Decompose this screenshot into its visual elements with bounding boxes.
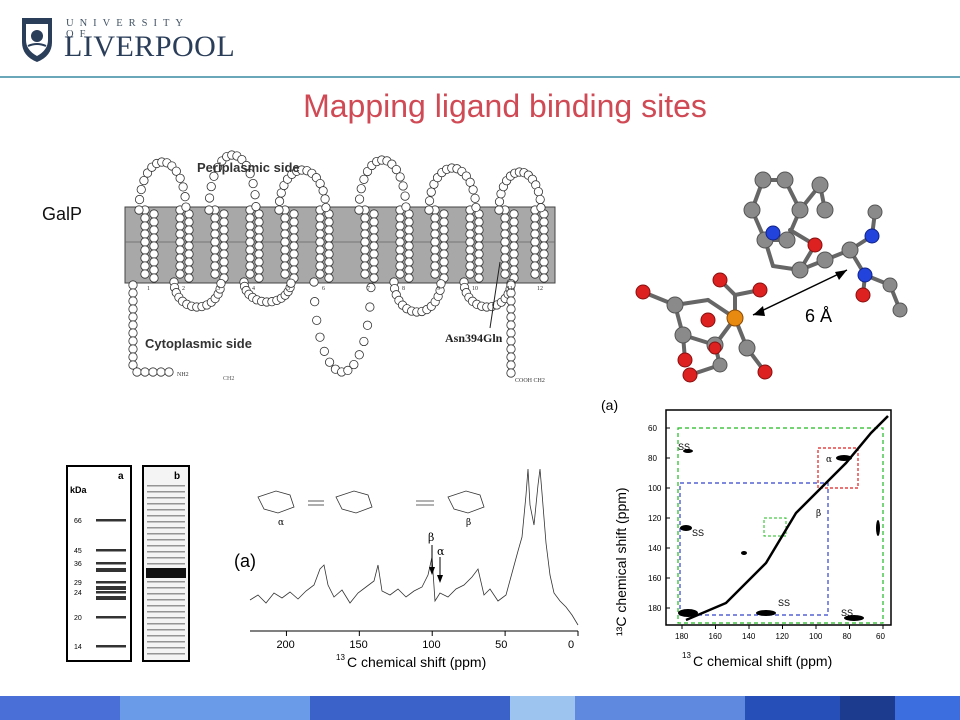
helix-number: 6 [322,286,325,292]
university-logo: UNIVERSITY OF LIVERPOOL [18,12,235,68]
footer-segment [840,696,895,720]
logo-liverpool: LIVERPOOL [64,30,236,63]
logo-university-of: UNIVERSITY OF [66,18,189,40]
nmr2d-ylabel: ¹³C chemical shift (ppm) [613,487,629,636]
nmr2d-xtick-label: 100 [809,632,823,641]
helix-number: 8 [402,286,405,292]
spectrum-trace [249,468,579,626]
helix-number: 5 [287,286,290,292]
distance-arrow [752,269,848,316]
nmr2d-ytick-label: 80 [648,454,657,463]
helix-number: 12 [537,286,543,292]
anomer-structures [257,490,485,514]
nmr2d-ytick-label: 160 [648,574,662,583]
nmr2d-ytick-label: 100 [648,484,662,493]
helix-number: 10 [472,286,478,292]
alpha-peak-label: α [437,545,445,558]
nmr2d-xtick-label: 160 [709,632,723,641]
blue-box [679,482,829,616]
gel-marker-label: 29 [74,580,82,587]
cytoplasmic-label: Cytoplasmic side [145,336,252,351]
crest-icon [22,18,52,62]
helix-number: 1 [147,286,150,292]
galp-label: GalP [42,204,83,224]
nmr1d-tick-label: 200 [276,639,294,651]
phosphorus-atom [726,309,744,327]
nh2-label: NH2 [177,372,189,378]
nmr2d-xtick-label: 120 [776,632,790,641]
nmr2d-beta-label: β [816,509,821,519]
ch2-label: CH2 [223,376,234,382]
gel-marker-label: 45 [74,548,82,555]
mutation-pointer [489,261,501,329]
gel-marker-label: 66 [74,518,82,525]
diagonal-peaks [685,415,889,622]
footer-segment [310,696,510,720]
nmr2d-xlabel: C chemical shift (ppm) [693,653,832,669]
nmr1d-panel-label: (a) [234,551,256,571]
gel-image: kDa a b 66 45 36 29 24 20 14 [66,465,190,662]
nmr1d-xlabel-sup: 13 [336,653,345,662]
gel-marker-label: 14 [74,644,82,651]
anomer-alpha: α [278,518,284,528]
beta-peak-label: β [428,531,434,544]
topology-diagram: Periplasmic side Cytoplasmic side Asn394… [124,150,556,384]
helix-number: 11 [507,286,513,292]
nmr2d-panel-label: (a) [601,397,618,413]
nmr2d-xtick-label: 140 [742,632,756,641]
nmr2d-xtick-label: 80 [843,632,852,641]
slide-title: Mapping ligand binding sites [303,88,707,124]
nmr1d-tick-label: 100 [422,639,440,651]
footer-segment [745,696,840,720]
gel-marker-label: 24 [74,590,82,597]
ss-label-3: SS [778,598,790,608]
gel-marker-label: 20 [74,615,82,622]
molecule-diagram: 6 Å [635,171,908,383]
green-box-small [763,517,787,537]
anomer-beta: β [466,518,471,528]
nmr1d-xlabel: C chemical shift (ppm) [347,654,486,670]
nmr2d-alpha-label: α [826,455,832,465]
helix-number: 9 [437,286,440,292]
ss-label-2: SS [692,528,704,538]
gel-lane-b: b [174,471,180,482]
helix-number: 4 [252,286,255,292]
nmr2d-ytick-label: 180 [648,604,662,613]
nmr-1d-spectrum: α β (a) β α 200 150 100 50 0 13 C chemical s… [234,468,579,670]
gel-unit: kDa [70,485,88,495]
footer-segment [510,696,575,720]
footer-segment [895,696,960,720]
footer-segment [120,696,310,720]
nmr2d-ytick-label: 140 [648,544,662,553]
helix-number: 7 [367,286,370,292]
cooh-label: COOH CH2 [515,378,545,384]
gel-marker-label: 36 [74,561,82,568]
ss-label-4: SS [841,608,853,618]
green-box-outer [677,427,884,624]
ss-label-1: SS [678,442,690,452]
header-divider [0,76,960,78]
red-box [817,447,859,489]
nmr2d-xlabel-sup: 13 [682,651,691,660]
mutation-label: Asn394Gln [445,331,503,345]
nmr2d-xtick-label: 180 [675,632,689,641]
gel-lane-a: a [118,471,124,482]
nmr1d-tick-label: 0 [568,639,574,651]
nmr2d-ytick-label: 60 [648,424,657,433]
footer-segment [575,696,745,720]
nmr2d-ytick-label: 120 [648,514,662,523]
footer-segment [0,696,120,720]
nmr2d-xtick-label: 60 [876,632,885,641]
nmr1d-tick-label: 50 [495,639,507,651]
nmr-2d-spectrum: (a) ¹³C chemical shift (ppm) 60 80 100 120 1… [601,397,892,669]
helix-number: 2 [182,286,185,292]
periplasmic-label: Periplasmic side [197,160,300,175]
footer-color-bar [0,696,960,720]
distance-label: 6 Å [805,306,832,326]
nmr1d-tick-label: 150 [349,639,367,651]
helix-number: 3 [217,286,220,292]
